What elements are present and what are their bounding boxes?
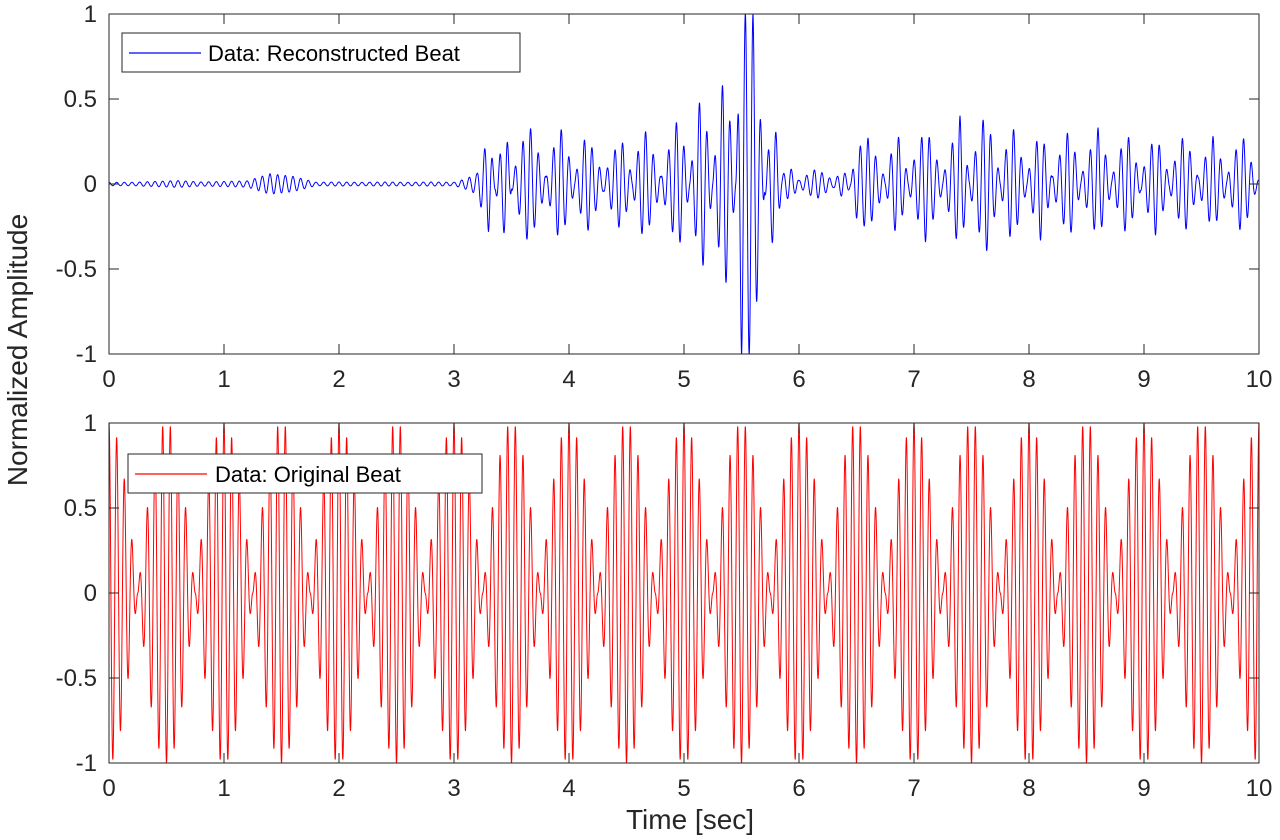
y-tick-label: -1 bbox=[76, 341, 97, 368]
x-axis-label: Time [sec] bbox=[626, 804, 754, 835]
axes-reconstructed-beat: 0 1 2 3 4 5 6 7 8 9 10 -1 -0.5 0 0.5 1 Data: Reconstruc… bbox=[56, 1, 1273, 393]
y-tick-label: -0.5 bbox=[56, 665, 97, 692]
axes-original-beat: 0 1 2 3 4 5 6 7 8 9 10 -1 -0.5 0 0.5 1 Data: Original B… bbox=[56, 410, 1273, 802]
ticks-bottom: 0 1 2 3 4 5 6 7 8 9 10 -1 -0.5 0 0.5 1 bbox=[56, 410, 1273, 802]
x-tick-label: 8 bbox=[1022, 775, 1035, 802]
x-tick-label: 2 bbox=[332, 366, 345, 393]
x-tick-label: 7 bbox=[907, 775, 920, 802]
y-tick-label: -1 bbox=[76, 750, 97, 777]
x-tick-label: 8 bbox=[1022, 366, 1035, 393]
x-tick-label: 4 bbox=[562, 366, 575, 393]
x-tick-label: 6 bbox=[792, 775, 805, 802]
x-tick-label: 0 bbox=[102, 366, 115, 393]
y-tick-label: 0 bbox=[84, 171, 97, 198]
x-tick-label: 10 bbox=[1246, 366, 1273, 393]
x-tick-label: 1 bbox=[217, 775, 230, 802]
y-tick-label: 1 bbox=[84, 410, 97, 437]
legend-original[interactable]: Data: Original Beat bbox=[127, 453, 483, 494]
y-tick-label: 0 bbox=[84, 580, 97, 607]
y-tick-label: 0.5 bbox=[64, 86, 97, 113]
x-tick-label: 5 bbox=[677, 775, 690, 802]
x-tick-label: 1 bbox=[217, 366, 230, 393]
legend-box-bottom bbox=[127, 453, 483, 494]
y-tick-label: -0.5 bbox=[56, 256, 97, 283]
legend-label-reconstructed: Data: Reconstructed Beat bbox=[208, 41, 460, 66]
legend-label-original: Data: Original Beat bbox=[215, 462, 401, 487]
y-tick-label: 0.5 bbox=[64, 495, 97, 522]
x-tick-label: 9 bbox=[1137, 366, 1150, 393]
x-tick-label: 2 bbox=[332, 775, 345, 802]
y-tick-label: 1 bbox=[84, 1, 97, 28]
x-tick-label: 6 bbox=[792, 366, 805, 393]
y-axis-label: Normalized Amplitude bbox=[2, 214, 33, 486]
x-tick-label: 5 bbox=[677, 366, 690, 393]
x-tick-label: 3 bbox=[447, 366, 460, 393]
x-tick-label: 9 bbox=[1137, 775, 1150, 802]
x-tick-label: 7 bbox=[907, 366, 920, 393]
series-line-0-0 bbox=[108, 13, 1260, 355]
legend-reconstructed[interactable]: Data: Reconstructed Beat bbox=[121, 32, 521, 73]
ticks-top: 0 1 2 3 4 5 6 7 8 9 10 -1 -0.5 0 0.5 1 bbox=[56, 1, 1273, 393]
x-tick-label: 3 bbox=[447, 775, 460, 802]
signal-layer-reconstructed bbox=[108, 13, 1260, 355]
x-tick-label: 10 bbox=[1246, 775, 1273, 802]
x-tick-label: 4 bbox=[562, 775, 575, 802]
x-tick-label: 0 bbox=[102, 775, 115, 802]
